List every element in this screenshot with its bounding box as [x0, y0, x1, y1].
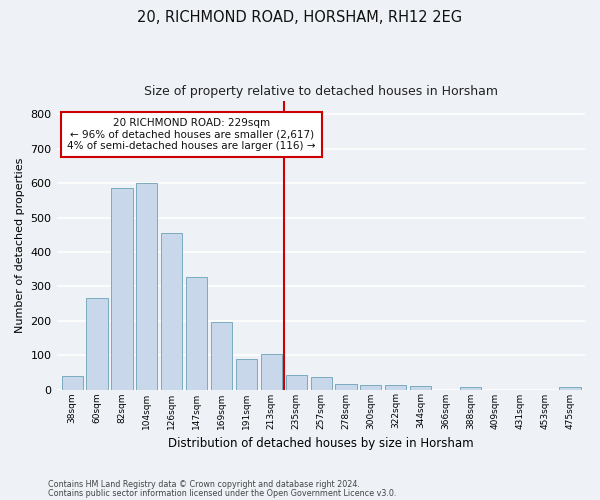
Bar [286, 375, 307, 390]
Bar [161, 233, 182, 390]
Bar [62, 376, 83, 390]
Bar [311, 378, 332, 390]
Title: Size of property relative to detached houses in Horsham: Size of property relative to detached ho… [144, 85, 498, 98]
X-axis label: Distribution of detached houses by size in Horsham: Distribution of detached houses by size … [169, 437, 474, 450]
Text: 20 RICHMOND ROAD: 229sqm
← 96% of detached houses are smaller (2,617)
4% of semi: 20 RICHMOND ROAD: 229sqm ← 96% of detach… [67, 118, 316, 151]
Text: Contains public sector information licensed under the Open Government Licence v3: Contains public sector information licen… [48, 489, 397, 498]
Bar [186, 276, 207, 390]
Bar [86, 298, 107, 390]
Bar [261, 354, 282, 390]
Bar [410, 386, 431, 390]
Y-axis label: Number of detached properties: Number of detached properties [15, 158, 25, 332]
Bar [385, 386, 406, 390]
Bar [236, 358, 257, 390]
Bar [361, 385, 382, 390]
Text: Contains HM Land Registry data © Crown copyright and database right 2024.: Contains HM Land Registry data © Crown c… [48, 480, 360, 489]
Bar [559, 387, 581, 390]
Bar [335, 384, 356, 390]
Bar [211, 322, 232, 390]
Bar [460, 387, 481, 390]
Bar [136, 183, 157, 390]
Text: 20, RICHMOND ROAD, HORSHAM, RH12 2EG: 20, RICHMOND ROAD, HORSHAM, RH12 2EG [137, 10, 463, 25]
Bar [112, 188, 133, 390]
